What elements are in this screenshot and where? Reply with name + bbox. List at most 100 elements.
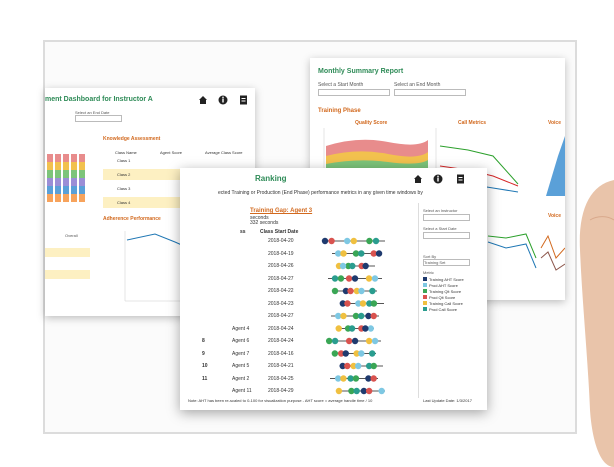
dot [365,362,373,370]
shape [47,194,53,202]
shape [47,178,53,186]
dot [353,287,361,295]
dot [371,275,379,282]
dot [352,312,360,320]
shape [71,154,77,162]
shape [79,186,85,194]
dot [325,337,333,345]
shape [71,194,77,202]
panel-title: ment Dashboard for Instructor A [45,96,153,103]
shape [79,154,85,162]
legend-swatch [423,307,427,311]
column-header: ss [240,229,246,235]
panel-title: Ranking [255,174,287,183]
agent: Agent 2 [232,375,250,382]
start-date: 2018-04-29 [268,388,294,394]
shape [63,162,69,170]
legend-label: Prod Call Score [429,306,458,312]
rank: 11 [202,375,208,382]
dot [367,325,374,332]
chart-title: Quality Score [355,120,388,126]
agent: Agent 6 [232,338,250,344]
dot [331,275,339,282]
shape [63,154,69,162]
start-date: 2018-04-22 [268,288,294,294]
shape [63,178,69,186]
dot [375,250,383,257]
dot [365,312,372,320]
class-name: Class 2 [117,172,131,177]
end-input[interactable] [75,115,122,122]
dot [362,325,369,332]
legend-label: Prod AHT Score [429,282,458,288]
dot [339,300,347,307]
shape [79,170,85,178]
dot [353,387,360,395]
dot [352,250,360,257]
start-label: Select a Start Month [318,82,364,88]
dot [348,387,355,395]
dot [350,237,357,245]
dot [335,250,342,257]
control-label: Select an Instructor [423,208,458,213]
start-date: 2018-04-24 [268,338,294,344]
chart-title: Voice [548,213,561,219]
legend-label: Training AHT Score [429,276,464,282]
side-table [45,248,90,279]
agent: Agent 11 [232,388,252,394]
end-label: Select an End Date [75,110,110,115]
dot [366,300,373,307]
dot [370,250,377,257]
dot [331,287,339,295]
subtitle: ected Training or Production (End Phase)… [218,190,423,196]
shape [55,170,61,178]
column-header: Class Name [115,150,137,155]
dot [349,262,356,270]
shape [55,154,61,162]
agent: Agent 7 [232,350,250,357]
start-date: 2018-04-21 [268,363,294,369]
legend-swatch [423,295,427,299]
shape [55,186,61,194]
start-input[interactable] [318,89,390,96]
stacked-bars [47,154,85,202]
dot [340,312,347,320]
dot [362,262,369,270]
sort-input[interactable]: Training Set [423,259,470,266]
dot [353,350,360,357]
section-title: Training Phase [318,108,361,114]
start-input[interactable] [423,232,470,239]
dot [345,275,353,282]
dot [369,350,376,357]
dot [331,350,339,357]
column-header: Class Start Date [260,229,299,235]
start-date: 2018-04-20 [268,238,294,244]
overall-label: Overall [65,233,78,238]
row-highlight [103,169,248,180]
control-label: Select a Start Date [423,226,457,231]
dot [359,300,367,307]
dot [340,375,347,382]
dot [351,337,359,345]
dot [358,312,365,320]
dot [370,312,377,320]
shape [55,194,61,202]
instructor-input[interactable] [423,214,470,221]
dot [365,387,373,395]
agent: Agent 5 [232,363,250,369]
start-date: 2018-04-16 [268,350,294,357]
dot [355,300,362,307]
start-date: 2018-04-23 [268,300,294,307]
instructor-panel: ment Dashboard for Instructor A Select a… [45,88,255,316]
start-date: 2018-04-19 [268,250,294,257]
seconds-line: seconds [250,215,269,221]
shape [79,162,85,170]
dot [366,237,373,245]
dot [371,337,379,345]
dot [365,275,373,282]
start-date: 2018-04-24 [268,325,294,332]
update-date: Last Update Date: 1/3/2017 [423,398,472,403]
dot [342,350,349,357]
end-input[interactable] [394,89,466,96]
